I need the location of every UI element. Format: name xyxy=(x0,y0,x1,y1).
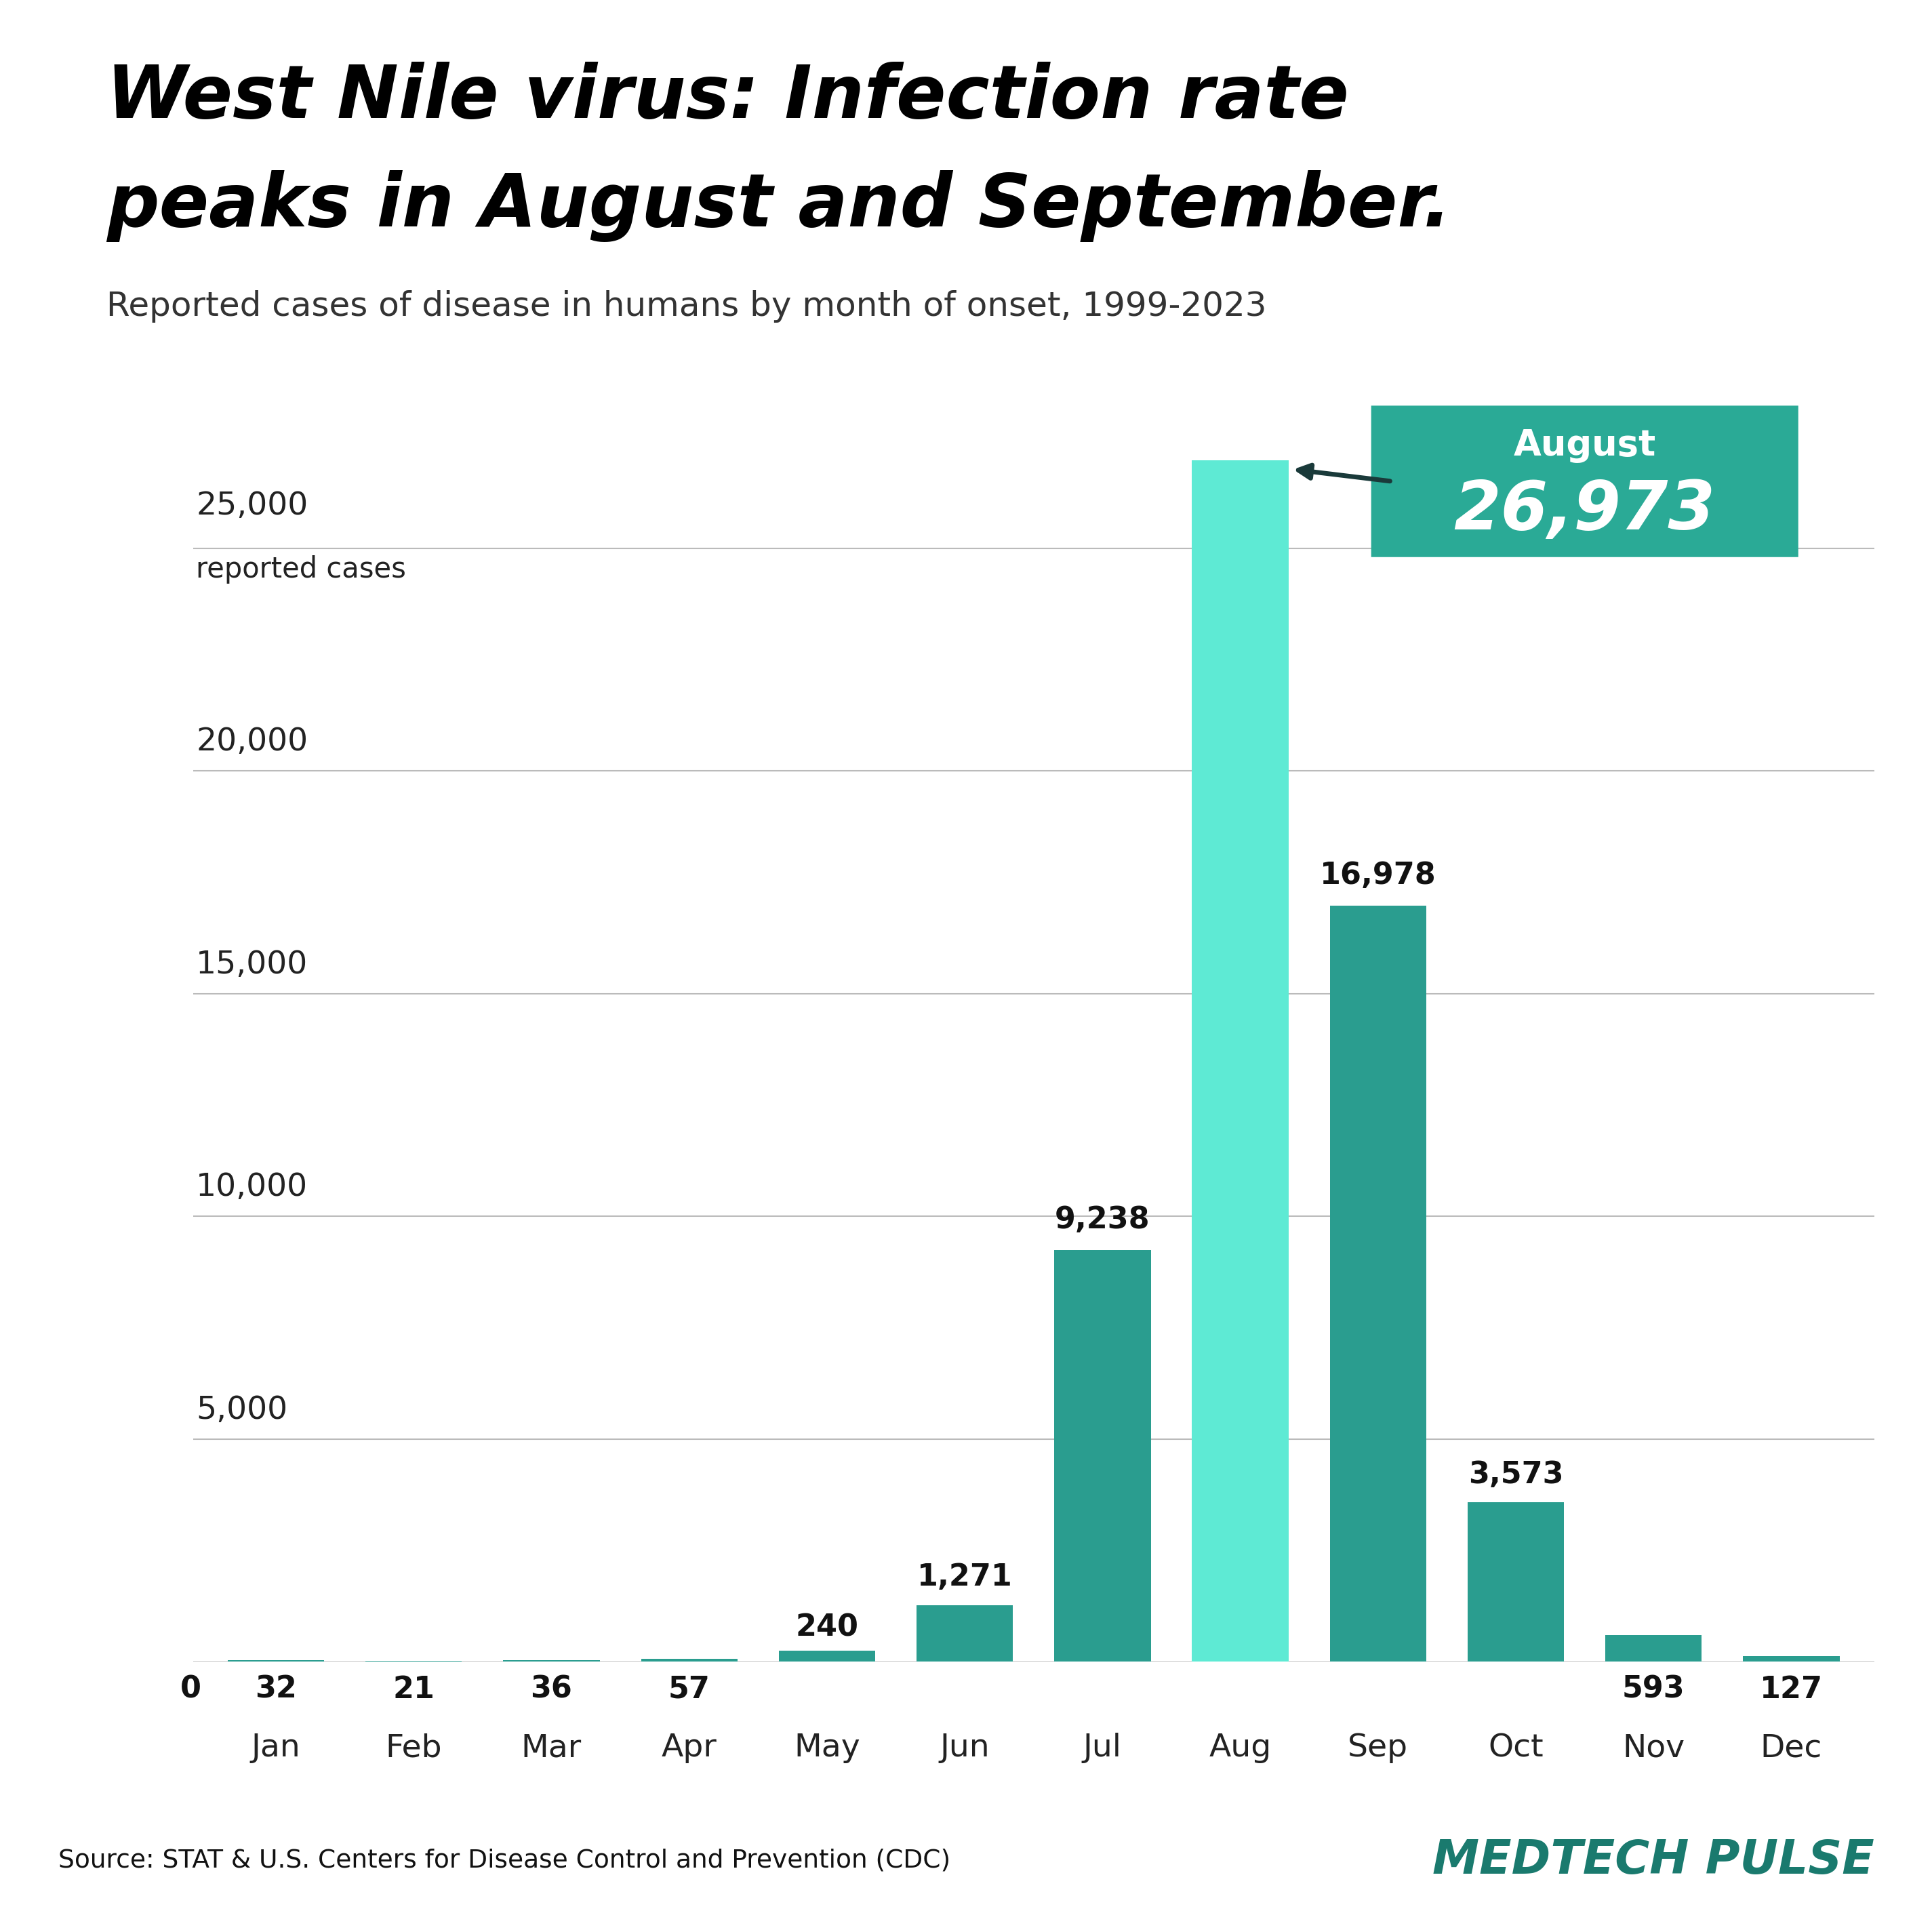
Text: May: May xyxy=(794,1733,860,1764)
Text: reported cases: reported cases xyxy=(195,554,406,583)
Bar xyxy=(641,1660,738,1662)
Text: Mar: Mar xyxy=(522,1733,582,1764)
Text: 127: 127 xyxy=(1760,1675,1824,1704)
Text: Reported cases of disease in humans by month of onset, 1999-2023: Reported cases of disease in humans by m… xyxy=(106,290,1267,323)
Text: 240: 240 xyxy=(796,1613,858,1642)
Text: 593: 593 xyxy=(1623,1675,1685,1704)
Text: 21: 21 xyxy=(392,1675,435,1704)
Bar xyxy=(916,1605,1012,1662)
Text: 32: 32 xyxy=(255,1675,298,1704)
Text: Aug: Aug xyxy=(1209,1733,1271,1764)
Text: 9,238: 9,238 xyxy=(1055,1206,1150,1235)
Text: 20,000: 20,000 xyxy=(195,726,307,757)
Text: Nov: Nov xyxy=(1623,1733,1685,1764)
Text: West Nile virus: Infection rate: West Nile virus: Infection rate xyxy=(106,62,1349,133)
FancyBboxPatch shape xyxy=(1372,406,1799,556)
Bar xyxy=(779,1650,875,1662)
Text: 1,271: 1,271 xyxy=(918,1563,1012,1592)
Text: Jan: Jan xyxy=(251,1733,301,1764)
Text: 15,000: 15,000 xyxy=(195,951,307,980)
Text: August: August xyxy=(1513,427,1656,464)
Bar xyxy=(1743,1656,1839,1662)
Text: 3,573: 3,573 xyxy=(1468,1461,1563,1490)
Text: 0: 0 xyxy=(180,1675,201,1704)
Text: Oct: Oct xyxy=(1488,1733,1544,1764)
Text: Source: STAT & U.S. Centers for Disease Control and Prevention (CDC): Source: STAT & U.S. Centers for Disease … xyxy=(58,1849,951,1872)
Bar xyxy=(1468,1503,1565,1662)
Text: 5,000: 5,000 xyxy=(195,1395,288,1426)
Text: MEDTECH PULSE: MEDTECH PULSE xyxy=(1432,1837,1874,1884)
Text: 36: 36 xyxy=(531,1675,572,1704)
Text: peaks in August and September.: peaks in August and September. xyxy=(106,170,1451,241)
Text: 26,973: 26,973 xyxy=(1455,477,1716,543)
Bar xyxy=(1605,1634,1702,1662)
Bar xyxy=(1329,906,1426,1662)
Text: Jul: Jul xyxy=(1084,1733,1122,1764)
Text: 16,978: 16,978 xyxy=(1320,860,1435,891)
Text: Sep: Sep xyxy=(1349,1733,1408,1764)
Text: Apr: Apr xyxy=(661,1733,717,1764)
Text: Jun: Jun xyxy=(939,1733,989,1764)
Text: Dec: Dec xyxy=(1760,1733,1822,1764)
Bar xyxy=(1055,1250,1151,1662)
Text: 10,000: 10,000 xyxy=(195,1173,307,1204)
Text: 25,000: 25,000 xyxy=(195,491,307,522)
Text: Feb: Feb xyxy=(384,1733,442,1764)
Text: 57: 57 xyxy=(668,1675,711,1704)
Bar xyxy=(1192,460,1289,1662)
